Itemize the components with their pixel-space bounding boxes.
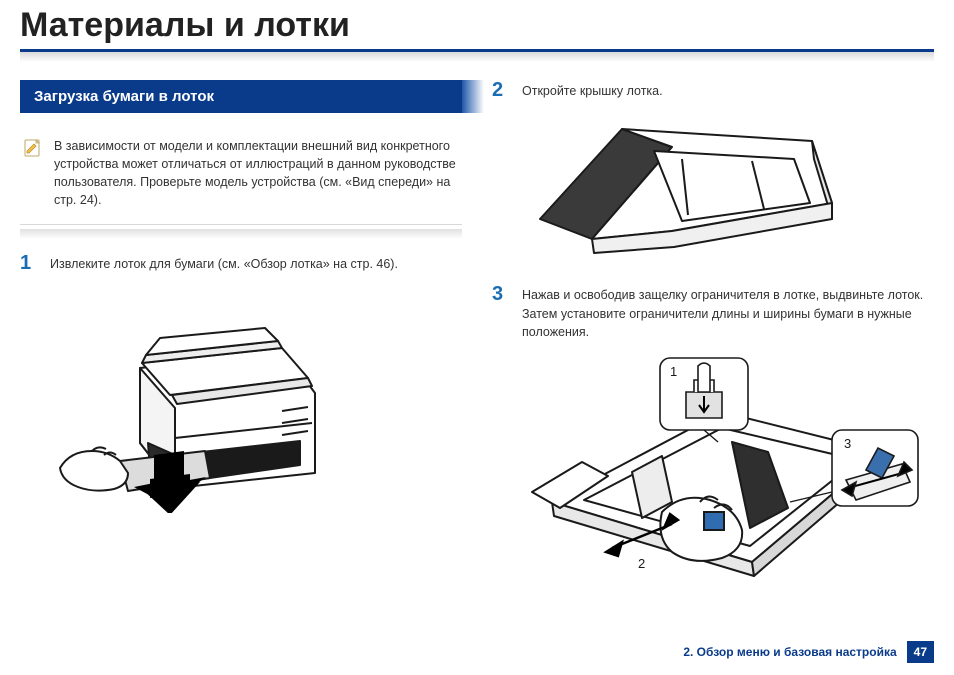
content-columns: Загрузка бумаги в лоток В зависимости от… — [0, 80, 954, 605]
footer-chapter: 2. Обзор меню и базовая настройка — [683, 645, 896, 659]
page-footer: 2. Обзор меню и базовая настройка 47 — [683, 641, 934, 663]
illustration-open-tray-cover — [522, 111, 934, 266]
step-3-text: Нажав и освободив защелку ограничителя в… — [522, 284, 934, 342]
section-header: Загрузка бумаги в лоток — [20, 80, 462, 113]
step-2-number: 2 — [492, 80, 510, 101]
note-text: В зависимости от модели и комплектации в… — [54, 137, 458, 210]
callout-label-2: 2 — [638, 556, 645, 571]
illustration-printer-pull-tray — [50, 283, 462, 518]
step-2-text: Откройте крышку лотка. — [522, 80, 663, 101]
callout-label-1: 1 — [670, 364, 677, 379]
title-underline-shadow — [20, 52, 934, 62]
step-2: 2 Откройте крышку лотка. — [492, 80, 934, 101]
step-3-number: 3 — [492, 284, 510, 342]
illustration-tray-guides: 1 2 — [522, 352, 934, 587]
footer-page-number: 47 — [907, 641, 934, 663]
page-title: Материалы и лотки — [0, 0, 954, 49]
step-1-number: 1 — [20, 253, 38, 274]
note-icon — [22, 137, 44, 159]
step-1-text: Извлеките лоток для бумаги (см. «Обзор л… — [50, 253, 398, 274]
note-separator-shadow — [20, 229, 462, 239]
left-column: Загрузка бумаги в лоток В зависимости от… — [20, 80, 462, 605]
step-3: 3 Нажав и освободив защелку ограничителя… — [492, 284, 934, 342]
right-column: 2 Откройте крышку лотка. — [492, 80, 934, 605]
step-1: 1 Извлеките лоток для бумаги (см. «Обзор… — [20, 253, 462, 274]
note-box: В зависимости от модели и комплектации в… — [20, 131, 462, 225]
callout-label-3: 3 — [844, 436, 851, 451]
